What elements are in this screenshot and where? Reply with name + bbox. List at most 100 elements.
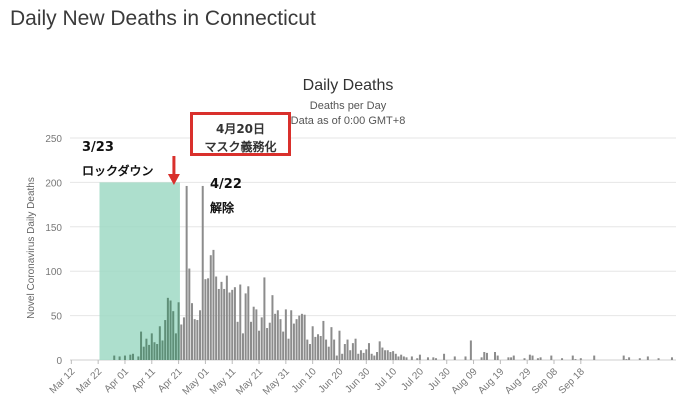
bar — [343, 344, 346, 360]
bar — [220, 281, 223, 360]
bar — [209, 255, 212, 360]
x-tick-label: Mar 22 — [74, 366, 104, 396]
bar — [550, 355, 553, 360]
bar — [394, 353, 397, 360]
bar — [376, 352, 379, 360]
bar — [418, 354, 421, 360]
arrow-head — [167, 174, 180, 185]
bar — [646, 356, 649, 360]
lockdown-text-label: ロックダウン — [82, 164, 154, 178]
x-tick-label: May 21 — [234, 366, 265, 397]
bar — [435, 358, 438, 360]
bar — [389, 352, 392, 360]
bar — [381, 347, 384, 360]
x-tick-label: Jun 10 — [290, 366, 319, 395]
x-tick-label: Aug 29 — [503, 366, 533, 396]
bar — [335, 355, 338, 360]
bar — [507, 357, 510, 360]
bar — [244, 293, 247, 360]
bar — [539, 357, 542, 360]
x-tick-label: May 11 — [208, 366, 239, 397]
bar — [233, 287, 236, 360]
bar — [295, 319, 298, 360]
bar — [357, 353, 360, 360]
bar — [402, 356, 405, 360]
bar — [249, 321, 252, 360]
bar — [137, 356, 140, 360]
lockdown-shade — [99, 182, 180, 360]
bar — [191, 303, 194, 360]
bar — [453, 356, 456, 360]
y-tick-label: 50 — [51, 312, 63, 323]
bar — [298, 315, 301, 360]
bar — [359, 350, 362, 360]
bar — [327, 346, 330, 360]
bar — [531, 355, 534, 360]
bar — [400, 354, 403, 360]
bar — [523, 358, 526, 360]
bar — [405, 357, 408, 360]
bar — [231, 289, 234, 360]
bar — [252, 306, 255, 360]
bar — [215, 276, 218, 360]
bar — [306, 339, 309, 360]
y-tick-label: 200 — [45, 178, 62, 189]
bar — [140, 331, 143, 360]
bar — [182, 317, 185, 360]
bar — [274, 313, 277, 360]
bar — [314, 336, 317, 360]
bar — [370, 353, 373, 360]
x-tick-label: Apr 11 — [130, 366, 158, 394]
bar — [638, 358, 641, 360]
page-title: Daily New Deaths in Connecticut — [10, 7, 316, 30]
bar — [145, 338, 148, 360]
x-tick-label: Jul 10 — [373, 366, 400, 393]
bar — [223, 288, 226, 360]
bar — [561, 358, 564, 360]
bar — [346, 339, 349, 360]
bar — [241, 333, 244, 360]
bar — [188, 268, 191, 360]
y-tick-label: 150 — [45, 223, 62, 234]
bar — [354, 338, 357, 360]
bar — [349, 350, 352, 360]
bar — [528, 354, 531, 360]
bar — [292, 323, 295, 360]
bar — [392, 351, 395, 360]
lockdown-period-shade — [99, 182, 180, 360]
y-axis-label: Novel Coronavirus Daily Deaths — [26, 177, 37, 319]
bar — [228, 292, 231, 360]
chart-title: Daily Deaths — [303, 77, 394, 94]
bar — [199, 310, 202, 360]
bar — [156, 344, 159, 360]
bar — [271, 295, 274, 360]
bar — [622, 355, 625, 360]
chart-subtitle-data-as-of: Data as of 0:00 GMT+8 — [291, 115, 406, 127]
mask-mandate-annotation: 4月20日 マスク義務化 — [190, 112, 291, 156]
bar — [536, 358, 539, 360]
bar — [177, 302, 180, 360]
bar — [185, 185, 188, 360]
bar — [480, 357, 483, 360]
y-tick-label: 100 — [45, 267, 62, 278]
bar — [239, 284, 242, 360]
bar — [397, 356, 400, 360]
bar — [510, 357, 513, 360]
bar — [118, 356, 121, 360]
bar — [279, 319, 282, 360]
bar — [483, 352, 486, 360]
lift-date-label: 4/22 — [210, 177, 242, 192]
bar — [386, 350, 389, 360]
bar — [625, 359, 628, 360]
x-tick-label: Jun 30 — [343, 366, 372, 395]
bar — [365, 349, 368, 360]
bar — [579, 358, 582, 360]
bar — [258, 330, 261, 360]
bar — [196, 320, 199, 360]
bar — [212, 249, 215, 360]
bar — [266, 328, 269, 360]
bar — [443, 353, 446, 360]
bar — [464, 356, 467, 360]
bar — [123, 355, 126, 360]
